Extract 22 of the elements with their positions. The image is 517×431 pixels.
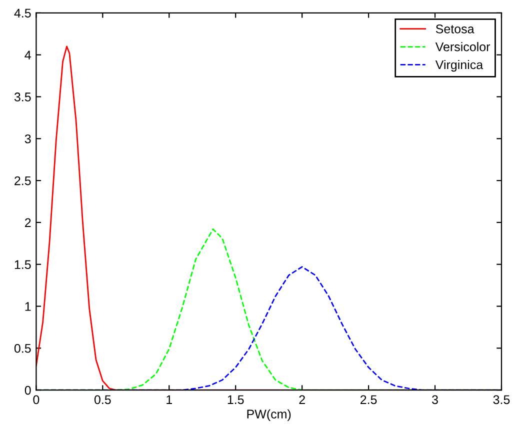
y-tick-label: 2 <box>25 218 31 227</box>
y-tick-label: 0 <box>24 386 31 395</box>
x-tick-label: 0 <box>33 395 40 404</box>
x-tick-label: 1 <box>166 395 172 404</box>
y-tick-label: 4.5 <box>14 8 31 18</box>
x-axis-title: PW(cm) <box>247 409 291 421</box>
y-tick-label: 0.5 <box>14 344 31 353</box>
y-tick-label: 3.5 <box>14 92 31 102</box>
x-tick-label: 1.5 <box>228 395 244 404</box>
legend-label: Virginica <box>435 60 484 72</box>
y-tick-label: 2.5 <box>14 176 31 186</box>
x-tick-label: 2 <box>299 395 305 404</box>
x-tick-label: 2.5 <box>360 395 377 404</box>
y-tick-label: 1.5 <box>14 260 31 269</box>
y-tick-label: 4 <box>24 50 31 60</box>
legend-label: Versicolor <box>435 42 490 52</box>
x-tick-label: 3 <box>432 395 438 404</box>
x-tick-label: 0.5 <box>94 395 111 404</box>
x-tick-label: 3.5 <box>493 395 510 404</box>
y-tick-label: 3 <box>24 134 31 144</box>
y-tick-label: 1 <box>25 302 31 311</box>
legend-label: Setosa <box>436 24 474 34</box>
